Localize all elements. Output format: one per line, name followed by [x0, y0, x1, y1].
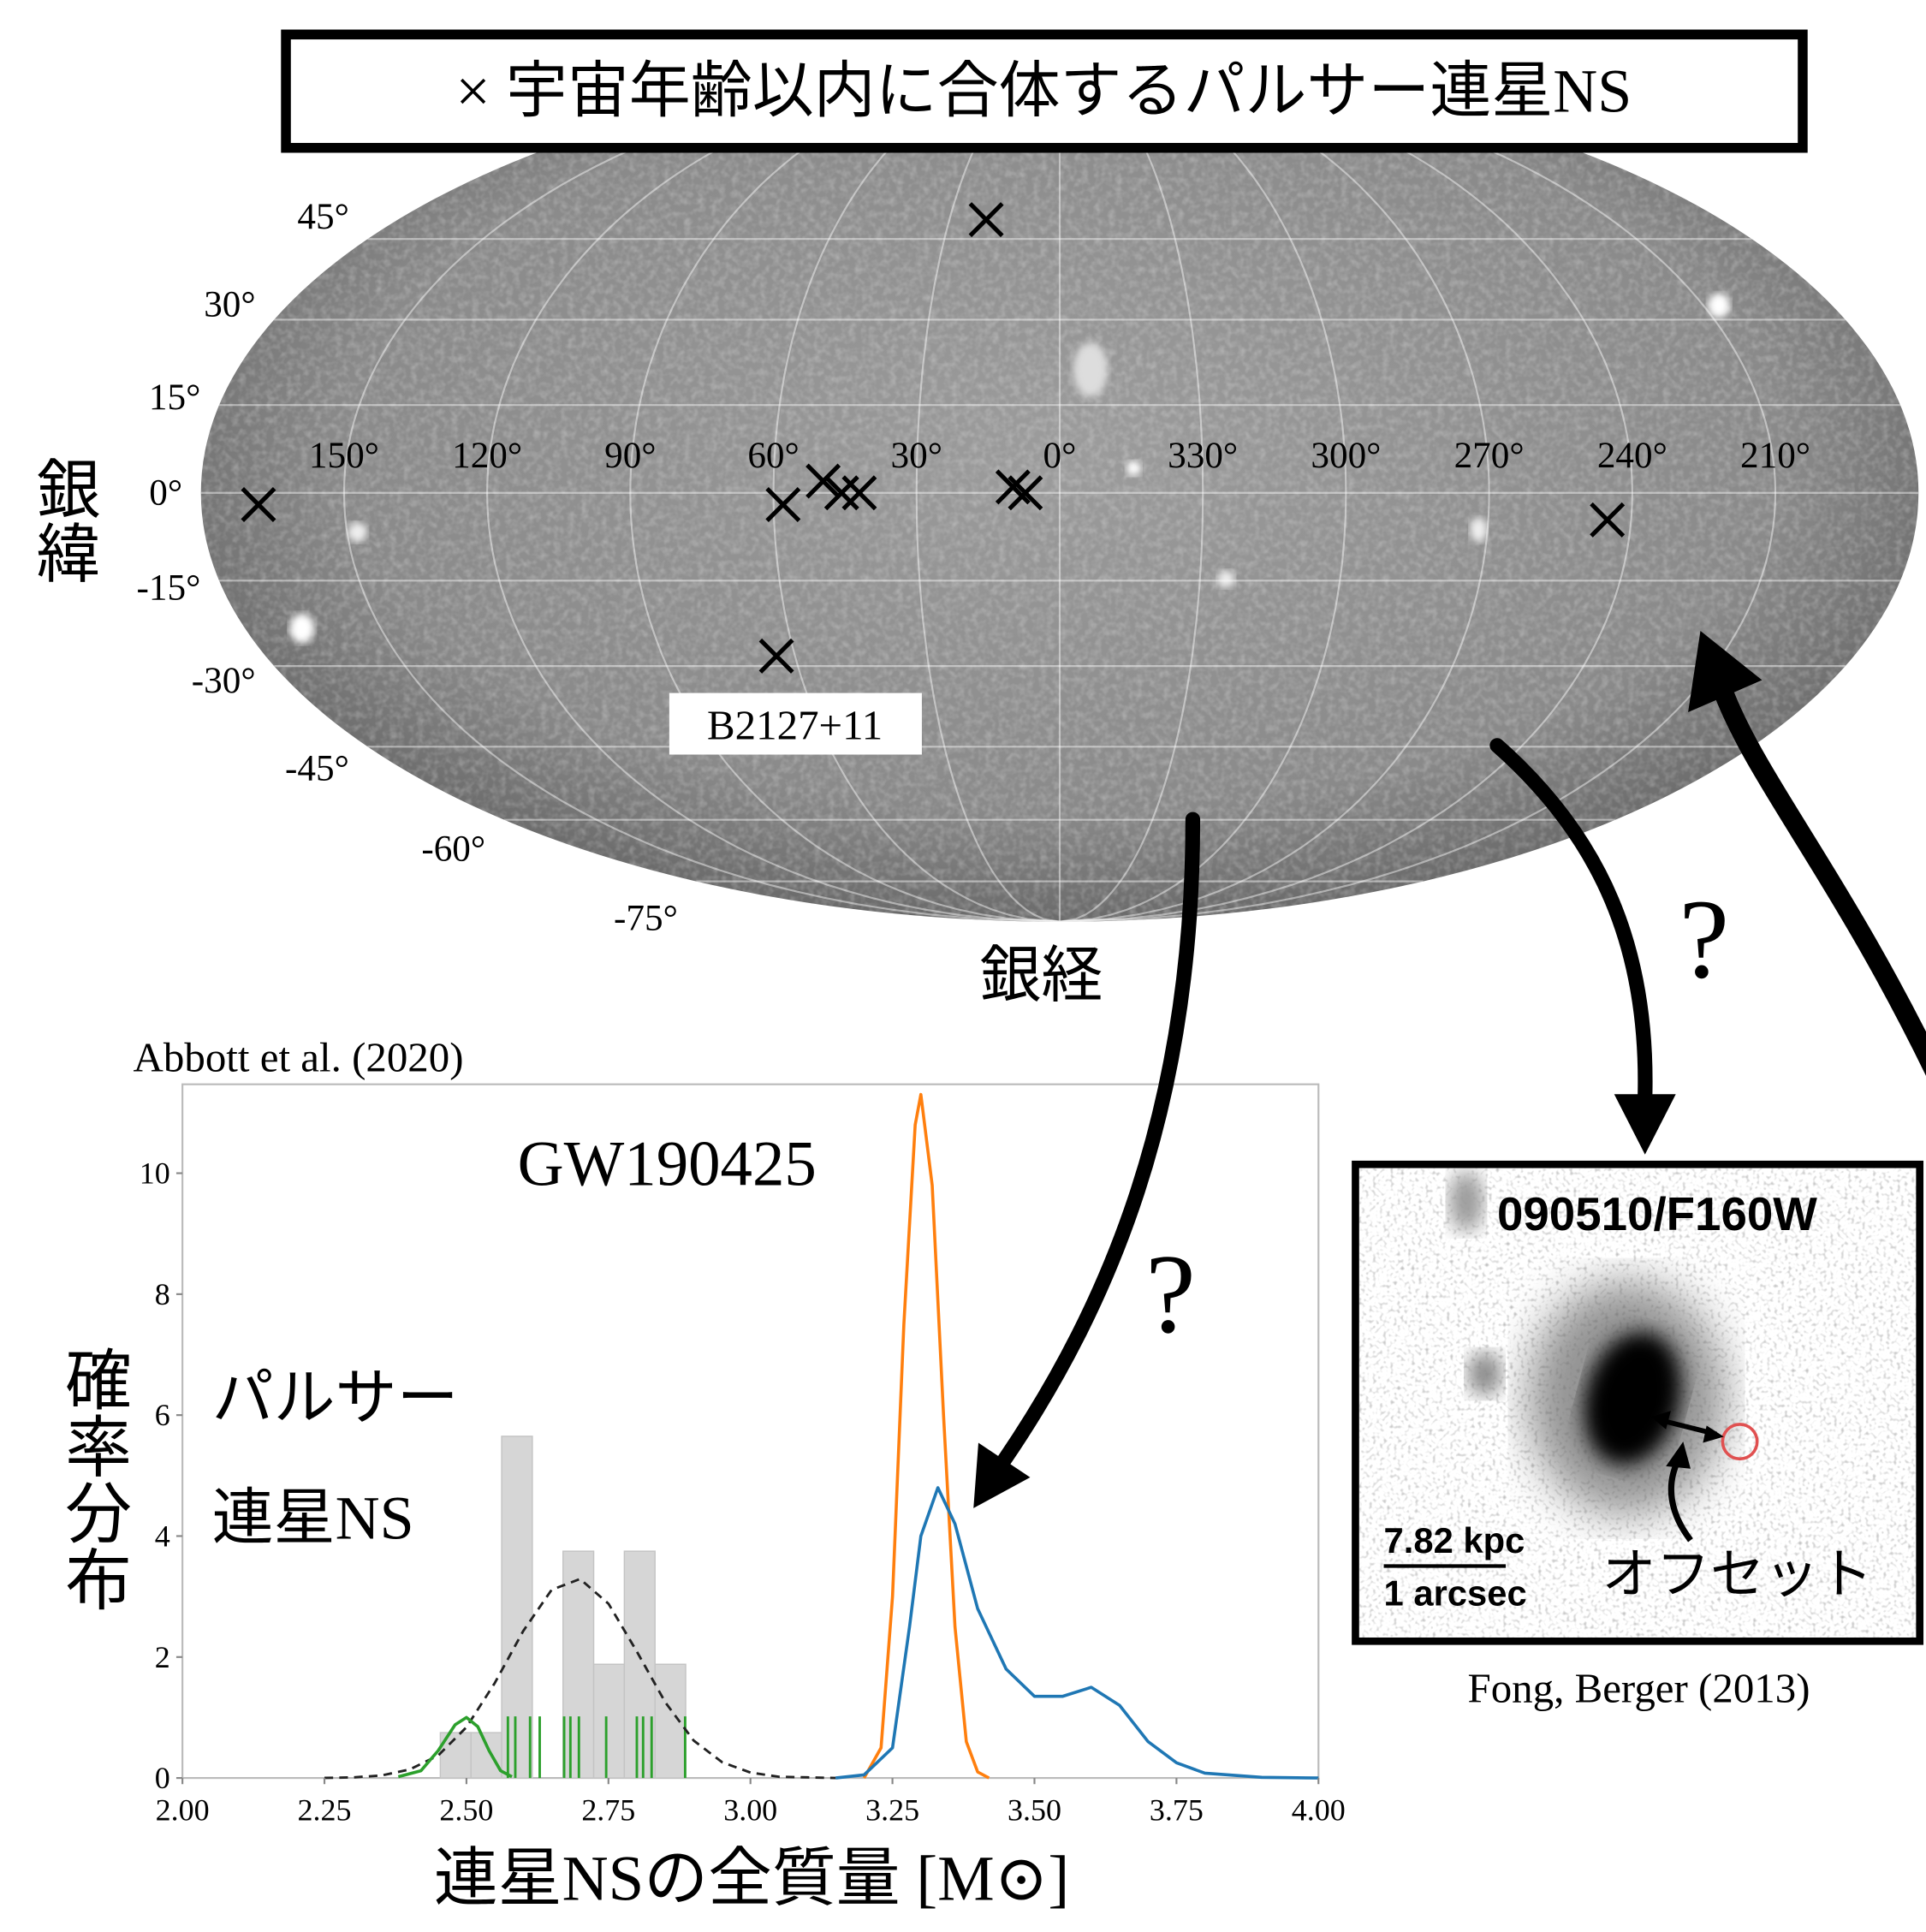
figure: 150°120°90°60°30°0°330°300°270°240°210°4… — [0, 0, 1926, 1932]
y-tick-label: 15° — [149, 377, 200, 418]
x-tick-label: 2.25 — [298, 1792, 352, 1827]
y-tick-label: 10 — [140, 1156, 170, 1191]
y-tick-label: 2 — [155, 1640, 170, 1674]
x-tick-label: 2.00 — [156, 1792, 210, 1827]
arrowhead — [1614, 1094, 1676, 1155]
x-tick-label: 330° — [1168, 436, 1238, 476]
sky-map: 150° 120° 90° 60° 30° 0° 330° 300° 270° 240° 210° 4… — [27, 62, 1923, 1010]
y-tick-label: -60° — [421, 829, 485, 870]
source-label: Abbott et al. (2020) — [134, 1034, 464, 1081]
x-tick-label: 3.25 — [865, 1792, 919, 1827]
x-tick-label: 30° — [891, 436, 942, 476]
x-tick-label: 240° — [1597, 436, 1667, 476]
inset-title: 090510/F160W — [1497, 1187, 1817, 1240]
x-tick-label: 210° — [1740, 436, 1810, 476]
x-tick-label: 60° — [747, 436, 799, 476]
x-tick-label: 3.50 — [1008, 1792, 1061, 1827]
inset: 090510/F160W 7.82 kpc 1 arcsec オフセット Fon… — [1355, 1164, 1919, 1711]
histogram-bar — [502, 1436, 532, 1778]
scale-label: 7.82 kpc — [1384, 1520, 1525, 1560]
y-tick-label: -45° — [285, 749, 349, 789]
x-tick-label: 3.00 — [723, 1792, 777, 1827]
y-tick-label: 45° — [297, 197, 348, 237]
x-tick-label: 2.50 — [439, 1792, 493, 1827]
question-mark: ? — [1145, 1231, 1196, 1357]
y-axis-label: 確率分布 — [56, 1346, 131, 1612]
title: × 宇宙年齢以内に合体するパルサー連星NS — [455, 57, 1632, 126]
inset-caption: Fong, Berger (2013) — [1467, 1664, 1810, 1711]
question-mark: ? — [1679, 876, 1729, 1002]
annotation: B2127+11 — [707, 701, 883, 748]
x-tick-label: 0° — [1043, 436, 1077, 476]
y-tick-label: 0° — [149, 473, 182, 513]
y-tick-label: 6 — [155, 1398, 170, 1432]
y-tick-label: -30° — [192, 661, 256, 701]
x-tick-label: 270° — [1454, 436, 1525, 476]
x-tick-label: 90° — [604, 436, 656, 476]
y-tick-label: 4 — [155, 1519, 170, 1553]
x-tick-label: 120° — [452, 436, 522, 476]
histogram-bar — [471, 1733, 502, 1778]
annotation: GW190425 — [518, 1129, 817, 1200]
annotation: 連星NS — [212, 1483, 414, 1552]
y-tick-label: 30° — [204, 285, 255, 325]
scale-label: 1 arcsec — [1384, 1573, 1527, 1614]
offset-label: オフセット — [1602, 1545, 1873, 1605]
annotation: パルサー — [212, 1364, 459, 1433]
y-tick-label: 8 — [155, 1277, 170, 1311]
x-tick-label: 150° — [309, 436, 379, 476]
x-tick-label: 2.75 — [581, 1792, 635, 1827]
x-tick-label: 4.00 — [1292, 1792, 1346, 1827]
y-axis-label: 銀緯 — [27, 456, 99, 585]
x-tick-label: 3.75 — [1150, 1792, 1204, 1827]
y-tick-label: 0 — [155, 1761, 170, 1795]
page: 150°120°90°60°30°0°330°300°270°240°210°4… — [0, 0, 1926, 1932]
histogram-bar — [655, 1664, 686, 1778]
y-tick-label: -15° — [137, 568, 201, 608]
x-axis-label: 銀経 — [979, 942, 1103, 1010]
histogram-bar — [594, 1664, 625, 1778]
y-tick-label: -75° — [614, 898, 678, 938]
x-tick-label: 300° — [1311, 436, 1381, 476]
arrow — [1725, 696, 1926, 1097]
x-axis-label: 連星NSの全質量 [M⊙] — [434, 1844, 1069, 1915]
